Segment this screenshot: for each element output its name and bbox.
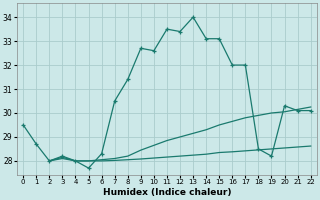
X-axis label: Humidex (Indice chaleur): Humidex (Indice chaleur) xyxy=(103,188,231,197)
